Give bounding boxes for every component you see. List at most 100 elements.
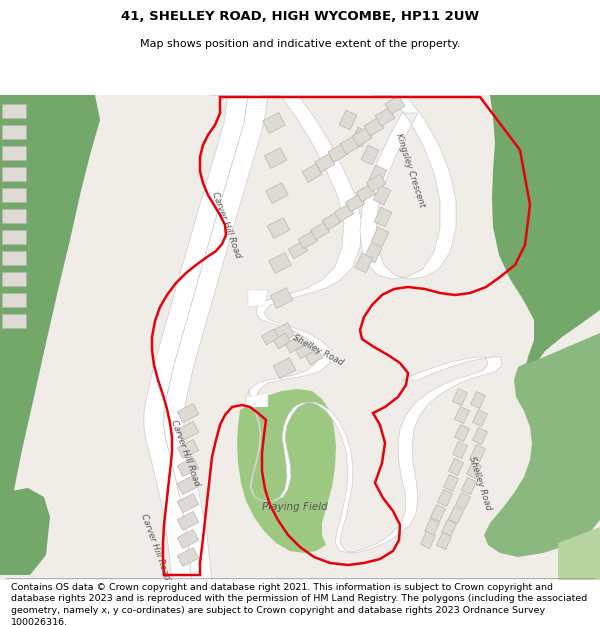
- Polygon shape: [2, 188, 26, 202]
- Polygon shape: [262, 329, 278, 345]
- Polygon shape: [0, 488, 50, 575]
- Polygon shape: [437, 532, 451, 549]
- Polygon shape: [369, 165, 387, 185]
- Polygon shape: [302, 164, 322, 182]
- Polygon shape: [0, 95, 600, 580]
- Polygon shape: [177, 422, 199, 441]
- Text: Kingsley Crescent: Kingsley Crescent: [394, 132, 426, 208]
- Polygon shape: [373, 185, 391, 205]
- Polygon shape: [385, 96, 405, 114]
- Polygon shape: [2, 167, 26, 181]
- Polygon shape: [2, 146, 26, 160]
- Text: 41, SHELLEY ROAD, HIGH WYCOMBE, HP11 2UW: 41, SHELLEY ROAD, HIGH WYCOMBE, HP11 2UW: [121, 10, 479, 23]
- Polygon shape: [473, 428, 487, 444]
- Text: Playing Field: Playing Field: [262, 502, 328, 512]
- Polygon shape: [356, 184, 376, 202]
- Polygon shape: [455, 424, 469, 441]
- Polygon shape: [351, 127, 369, 147]
- Polygon shape: [470, 391, 485, 409]
- Polygon shape: [352, 127, 372, 146]
- Polygon shape: [269, 253, 291, 273]
- Polygon shape: [177, 458, 199, 476]
- Polygon shape: [355, 253, 373, 272]
- Polygon shape: [177, 404, 199, 422]
- Text: Carver Hill Road: Carver Hill Road: [139, 512, 171, 581]
- Polygon shape: [266, 182, 288, 203]
- Polygon shape: [449, 506, 463, 524]
- Text: Shelley Road: Shelley Road: [467, 455, 493, 511]
- Polygon shape: [437, 489, 452, 506]
- Text: Carver Hill Road: Carver Hill Road: [169, 419, 201, 488]
- Polygon shape: [274, 333, 290, 349]
- Polygon shape: [177, 476, 199, 494]
- Polygon shape: [328, 144, 348, 162]
- Polygon shape: [2, 314, 26, 328]
- Polygon shape: [346, 194, 365, 212]
- Polygon shape: [2, 293, 26, 307]
- Polygon shape: [334, 204, 353, 222]
- Polygon shape: [449, 459, 463, 476]
- Polygon shape: [305, 349, 323, 365]
- Polygon shape: [470, 444, 485, 461]
- Polygon shape: [484, 333, 600, 557]
- Polygon shape: [2, 272, 26, 286]
- Polygon shape: [2, 125, 26, 139]
- Polygon shape: [310, 222, 329, 240]
- Polygon shape: [315, 154, 335, 173]
- Polygon shape: [375, 107, 395, 126]
- Polygon shape: [360, 95, 456, 279]
- Text: Shelley Road: Shelley Road: [291, 333, 345, 367]
- Polygon shape: [367, 174, 386, 192]
- Polygon shape: [431, 504, 445, 521]
- Polygon shape: [452, 389, 467, 406]
- Polygon shape: [289, 241, 308, 259]
- Polygon shape: [298, 231, 317, 249]
- Polygon shape: [0, 95, 100, 575]
- Polygon shape: [246, 95, 362, 407]
- Polygon shape: [295, 343, 313, 359]
- Polygon shape: [455, 406, 469, 424]
- Polygon shape: [263, 112, 285, 133]
- Polygon shape: [286, 337, 302, 353]
- Polygon shape: [265, 148, 287, 168]
- Polygon shape: [461, 478, 476, 494]
- Polygon shape: [361, 145, 379, 165]
- Polygon shape: [374, 208, 392, 227]
- Polygon shape: [473, 409, 487, 426]
- Polygon shape: [558, 527, 600, 580]
- Polygon shape: [442, 519, 457, 536]
- Polygon shape: [248, 357, 502, 553]
- Polygon shape: [177, 494, 199, 512]
- Polygon shape: [246, 393, 268, 407]
- Polygon shape: [443, 474, 458, 491]
- Polygon shape: [2, 230, 26, 244]
- Polygon shape: [274, 357, 296, 378]
- Polygon shape: [364, 118, 384, 136]
- Text: Map shows position and indicative extent of the property.: Map shows position and indicative extent…: [140, 39, 460, 49]
- Polygon shape: [371, 228, 389, 247]
- Text: Carver Hill Road: Carver Hill Road: [210, 191, 242, 259]
- Polygon shape: [467, 461, 481, 479]
- Polygon shape: [425, 519, 439, 536]
- Polygon shape: [144, 95, 248, 580]
- Polygon shape: [177, 512, 199, 531]
- Polygon shape: [177, 529, 199, 548]
- Polygon shape: [452, 441, 467, 459]
- Polygon shape: [177, 548, 199, 566]
- Polygon shape: [237, 389, 336, 553]
- Text: Contains OS data © Crown copyright and database right 2021. This information is : Contains OS data © Crown copyright and d…: [11, 582, 587, 625]
- Polygon shape: [322, 213, 341, 230]
- Polygon shape: [2, 209, 26, 223]
- Polygon shape: [2, 251, 26, 265]
- Polygon shape: [271, 288, 293, 308]
- Polygon shape: [490, 95, 600, 377]
- Polygon shape: [455, 492, 470, 509]
- Polygon shape: [339, 110, 357, 130]
- Polygon shape: [340, 136, 360, 154]
- Polygon shape: [164, 95, 268, 580]
- Polygon shape: [177, 439, 199, 458]
- Polygon shape: [272, 322, 294, 343]
- Polygon shape: [421, 531, 436, 549]
- Polygon shape: [248, 290, 268, 307]
- Polygon shape: [2, 104, 26, 118]
